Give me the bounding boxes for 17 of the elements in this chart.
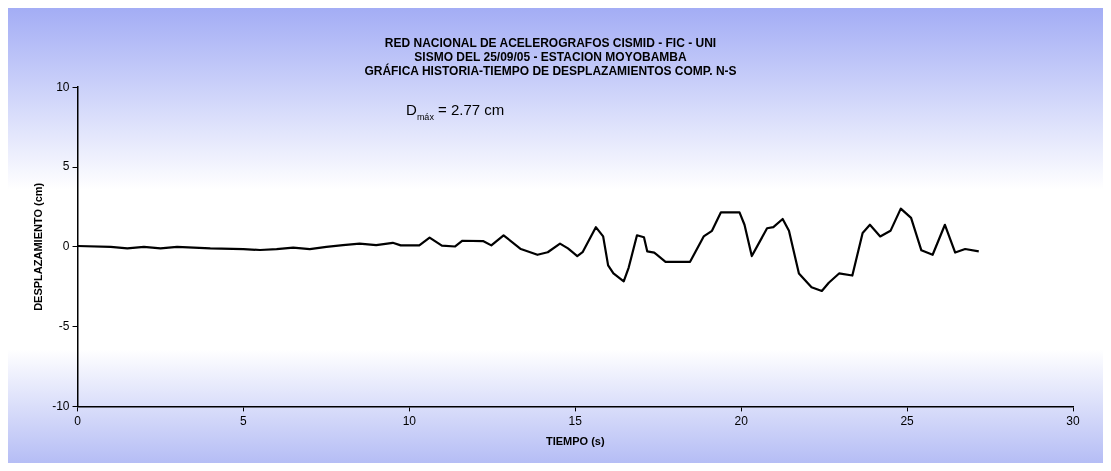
y-tick-label: -5 (58, 318, 70, 333)
x-tick-label: 0 (74, 413, 82, 428)
text: GRÁFICA HISTORIA-TIEMPO DE DESPLAZAMIENTOS COMP. N-S (364, 64, 737, 79)
text: RED NACIONAL DE ACELEROGRAFOS CISMID - FIC - UNI (384, 35, 717, 50)
x-tick-label: 30 (1066, 413, 1080, 428)
x-axis-title: TIEMPO (s) (545, 435, 605, 448)
y-tick-label: -10 (52, 398, 70, 413)
x-tick-label: 20 (734, 413, 749, 428)
y-tick-label: 0 (62, 239, 70, 254)
text: SISMO DEL 25/09/05 - ESTACION MOYOBAMBA (414, 49, 687, 64)
x-tick-label: 10 (402, 413, 417, 428)
x-tick-label: 25 (900, 413, 915, 428)
x-tick-label: 5 (240, 413, 248, 428)
y-tick-label: 10 (56, 79, 70, 94)
x-tick-label: 15 (568, 413, 583, 428)
y-tick-label: 5 (62, 159, 70, 174)
y-axis-title: DESPLAZAMIENTO (cm) (31, 182, 44, 311)
